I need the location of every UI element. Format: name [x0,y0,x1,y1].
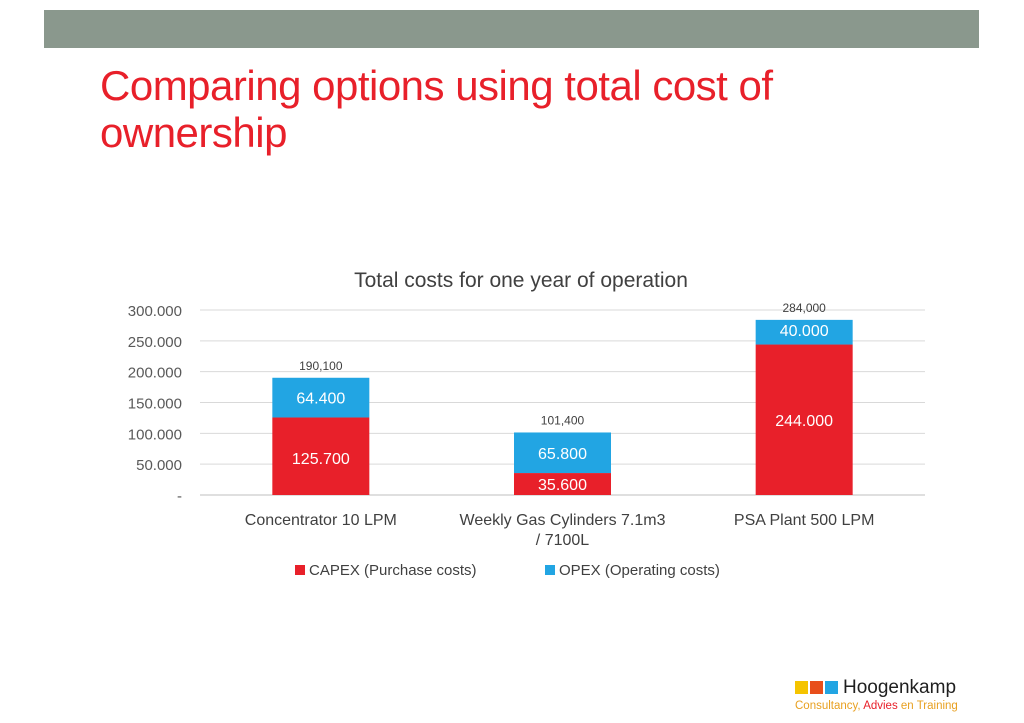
bar-segment [272,377,370,418]
logo-square-orange [810,681,823,694]
x-tick-label: / 7100L [536,532,589,549]
y-tick-label: 300.000 [128,303,182,320]
y-tick-label: 200.000 [128,365,182,382]
chart-title: Total costs for one year of operation [354,269,688,292]
x-tick-label: Weekly Gas Cylinders 7.1m3 [460,512,666,529]
x-tick-label: Concentrator 10 LPM [245,512,397,529]
legend-label: CAPEX (Purchase costs) [309,562,477,579]
data-label: 40.000 [780,323,829,340]
hoogenkamp-logo: Hoogenkamp Consultancy, Advies en Traini… [795,677,975,717]
total-label: 190,100 [299,359,343,373]
total-label: 284,000 [782,301,826,315]
logo-tagline-part-1: Consultancy, [795,700,864,712]
y-tick-label: 250.000 [128,334,182,351]
legend-swatch [295,565,305,575]
bars: 125.700 64.400 190,100 35.600 65.800 101,400 2… [272,301,853,495]
data-label: 35.600 [538,477,587,494]
y-tick-label: 100.000 [128,426,182,443]
bar-segment [514,432,611,474]
logo-tagline: Consultancy, Advies en Training [795,700,958,712]
slide-title-line-1: Comparing options using total cost of [100,62,773,109]
bar-segment [755,344,853,495]
logo-square-yellow [795,681,808,694]
logo-tagline-part-2: Advies [863,700,898,712]
bar-segment [272,417,370,495]
y-tick-label: 50.000 [136,457,182,474]
bar-segment [514,473,611,495]
slide-title-line-2: ownership [100,109,287,156]
logo-square-blue [825,681,838,694]
data-label: 244.000 [775,413,833,430]
data-label: 64.400 [296,391,345,408]
legend-swatch [545,565,555,575]
data-label: 65.800 [538,446,587,463]
y-axis: - 50.000 100.000 150.000 200.000 250.000 300.0… [128,303,182,505]
x-tick-label: PSA Plant 500 LPM [734,512,875,529]
data-label: 125.700 [292,451,350,468]
logo-tagline-part-3: en Training [897,700,958,712]
total-label: 101,400 [541,413,585,427]
logo-name: Hoogenkamp [843,677,957,698]
legend: CAPEX (Purchase costs) OPEX (Operating co… [295,562,720,579]
y-tick-label: - [177,488,182,505]
x-axis: Concentrator 10 LPM Weekly Gas Cylinders … [245,512,875,549]
slide-title: Comparing options using total cost of ow… [100,62,920,156]
y-tick-label: 150.000 [128,396,182,413]
legend-label: OPEX (Operating costs) [559,562,720,579]
top-banner [44,10,979,48]
bar-segment [755,319,853,345]
